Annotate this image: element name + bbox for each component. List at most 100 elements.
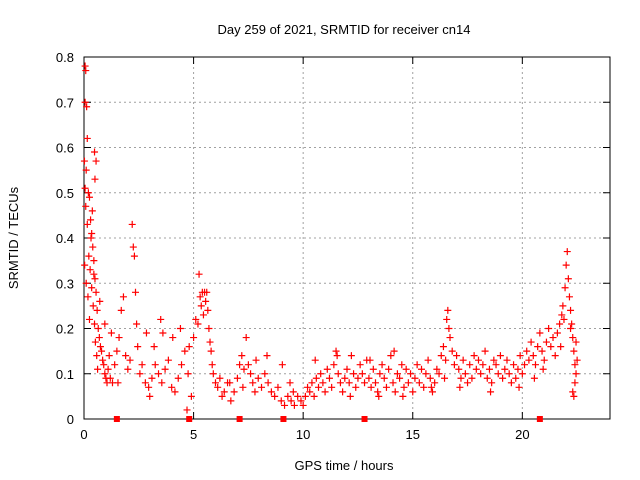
data-point [271, 392, 279, 400]
data-point [542, 338, 550, 346]
data-point [424, 356, 432, 364]
data-point [91, 148, 99, 156]
x-axis-label: GPS time / hours [295, 458, 394, 473]
data-point [203, 288, 211, 296]
data-point [481, 347, 489, 355]
data-point [551, 352, 559, 360]
data-point [284, 392, 292, 400]
data-point [328, 383, 336, 391]
data-point [569, 334, 577, 342]
data-point [361, 379, 369, 387]
data-point [399, 392, 407, 400]
data-point [133, 320, 141, 328]
data-point [176, 325, 184, 332]
data-point [89, 243, 97, 251]
x-tick-label: 10 [296, 427, 310, 442]
data-point [88, 229, 96, 237]
data-point [488, 379, 496, 387]
data-point [86, 266, 94, 274]
data-point [141, 379, 149, 387]
data-point [80, 157, 88, 165]
data-point [124, 365, 132, 373]
data-point [523, 347, 531, 355]
data-point [261, 370, 269, 378]
chart-title: Day 259 of 2021, SRMTID for receiver cn1… [218, 22, 471, 37]
data-point [82, 166, 90, 174]
y-tick-label: 0.1 [56, 367, 74, 382]
data-point [87, 234, 95, 242]
data-point [106, 374, 114, 382]
data-point [559, 302, 567, 310]
data-point [87, 216, 95, 224]
y-tick-label: 0.2 [56, 322, 74, 337]
data-point [230, 388, 238, 396]
data-point [369, 365, 377, 373]
data-point [101, 370, 109, 378]
data-point [286, 379, 294, 387]
data-point [107, 329, 115, 337]
data-point [538, 347, 546, 355]
data-point [216, 374, 224, 382]
data-point [171, 388, 179, 396]
data-point [258, 383, 266, 391]
data-point [84, 189, 92, 197]
data-point [299, 401, 307, 409]
data-point [88, 207, 96, 215]
data-point [96, 297, 104, 305]
data-point [336, 379, 344, 387]
data-point [101, 320, 109, 328]
data-point [347, 352, 355, 360]
data-point [530, 374, 538, 382]
data-point [339, 388, 347, 396]
data-point [568, 320, 576, 328]
data-point [350, 370, 358, 378]
data-point [168, 383, 176, 391]
data-point [207, 347, 215, 355]
data-point [549, 334, 557, 342]
data-point [516, 352, 524, 360]
data-point [161, 365, 169, 373]
data-point [529, 352, 537, 360]
data-point [92, 157, 100, 165]
data-point [174, 374, 182, 382]
data-point [83, 220, 91, 228]
data-point [499, 374, 507, 382]
x-tick-label: 15 [406, 427, 420, 442]
data-point [233, 374, 241, 382]
data-point [389, 379, 397, 387]
y-tick-label: 0.8 [56, 50, 74, 65]
data-point [343, 365, 351, 373]
data-point [536, 329, 544, 337]
data-point [445, 325, 453, 332]
data-point [456, 383, 464, 391]
data-point [119, 293, 127, 301]
data-point [470, 352, 478, 360]
data-point [113, 347, 121, 355]
data-point [378, 361, 386, 369]
data-point [145, 383, 153, 391]
data-point [573, 356, 581, 364]
data-point [514, 365, 522, 373]
data-point [274, 383, 282, 391]
data-point [450, 361, 458, 369]
data-point [457, 374, 465, 382]
data-point [111, 361, 119, 369]
data-point [226, 379, 234, 387]
data-point [83, 103, 91, 111]
y-tick-label: 0 [67, 412, 74, 427]
data-point [304, 383, 312, 391]
data-point [518, 370, 526, 378]
data-point [400, 383, 408, 391]
data-point [249, 379, 257, 387]
data-point [129, 243, 137, 251]
baseline-marker [280, 416, 287, 422]
data-point [443, 315, 451, 323]
data-point [252, 356, 260, 364]
data-point [391, 388, 399, 396]
data-point [132, 288, 140, 296]
data-point [390, 347, 398, 355]
axis-ticks: 0 0.1 0.2 0.3 0.4 0.5 0.6 0.7 0.8 0 5 10 15 20 [56, 50, 610, 442]
data-point [151, 361, 159, 369]
data-point [461, 370, 469, 378]
